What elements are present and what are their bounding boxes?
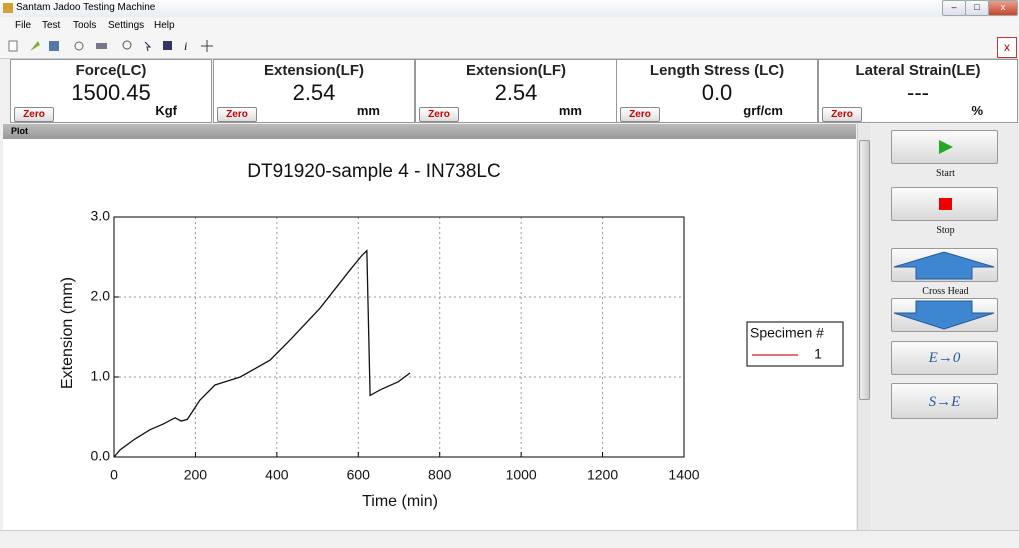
stop-button[interactable] [891, 187, 998, 221]
up-arrow [893, 251, 995, 280]
print-icon[interactable] [96, 43, 107, 49]
x-tick-label: 1400 [668, 467, 699, 483]
x-tick-label: 400 [265, 467, 289, 483]
new-icon[interactable] [8, 40, 18, 52]
start-label: Start [936, 168, 955, 179]
start-icon [939, 140, 953, 154]
zero-button[interactable]: Zero [14, 107, 54, 122]
plot-header: Plot [3, 124, 856, 139]
readout-label: Length Stress (LC) [649, 62, 785, 79]
toolbar-icons: i [8, 39, 213, 53]
window-title: Santam Jadoo Testing Machine [16, 2, 156, 13]
x-axis-label: Time (min) [362, 493, 438, 510]
title-bar: Santam Jadoo Testing Machine – □ x [0, 0, 1019, 17]
menu-bar: File Test Tools Settings Help [0, 17, 1019, 35]
stop-label: Stop [936, 225, 955, 236]
toolbar: i [0, 35, 1019, 59]
readout-label: Force(LC) [75, 62, 147, 79]
legend-title: Specimen # [750, 325, 824, 341]
y-tick-label: 2.0 [91, 288, 111, 304]
cross-head-up-button[interactable] [891, 248, 998, 282]
y-tick-label: 0.0 [91, 448, 111, 464]
readout-panel: Force(LC) 1500.45 Kgf Zero [10, 59, 212, 123]
chart: DT91920-sample 4 - IN738LC Time (min) Ex… [59, 161, 844, 510]
readout-panel: Extension(LF) 2.54 mm Zero [415, 59, 617, 123]
save-icon[interactable] [49, 41, 59, 51]
x-tick-label: 800 [428, 467, 452, 483]
menu-item[interactable]: Tools [73, 20, 97, 31]
info-icon[interactable]: i [184, 39, 187, 53]
legend-label: 1 [814, 346, 822, 362]
cross-head-label: Cross Head [922, 286, 969, 297]
menu-item[interactable]: File [15, 20, 32, 31]
move-icon[interactable] [201, 40, 213, 52]
close-button[interactable]: x [997, 37, 1017, 58]
y-tick-label: 3.0 [91, 208, 111, 224]
chart-title: DT91920-sample 4 - IN738LC [247, 161, 500, 182]
zoom-icon[interactable] [122, 40, 132, 50]
readout-unit: Kgf [155, 103, 177, 118]
cross-head-down-button[interactable] [891, 298, 998, 332]
down-arrow [893, 300, 995, 330]
grid-icon[interactable] [163, 41, 172, 50]
preview-icon[interactable] [74, 41, 84, 51]
plot-header-label: Plot [11, 126, 28, 136]
readout-unit: % [971, 103, 983, 118]
readout-value: --- [907, 80, 929, 105]
x-tick-label: 1200 [587, 467, 618, 483]
pointer-icon[interactable] [144, 41, 152, 52]
status-bar [0, 530, 1019, 548]
stop-icon [939, 198, 952, 210]
x-tick-label: 200 [184, 467, 208, 483]
data-line [113, 249, 411, 458]
readout-unit: grf/cm [743, 103, 783, 118]
y-tick-label: 1.0 [91, 368, 111, 384]
s-e-button[interactable]: S→E [891, 383, 998, 419]
zero-button[interactable]: Zero [217, 107, 257, 122]
scroll-thumb[interactable] [859, 140, 870, 400]
open-icon[interactable] [30, 41, 40, 51]
y-axis-label: Extension (mm) [59, 277, 76, 389]
readout-label: Lateral Strain(LE) [855, 62, 981, 79]
menu-item[interactable]: Help [154, 20, 175, 31]
readout-panel: Length Stress (LC) 0.0 grf/cm Zero [616, 59, 818, 123]
readout-unit: mm [356, 103, 380, 118]
legend-box [746, 321, 844, 367]
menu-item[interactable]: Settings [108, 20, 145, 31]
x-tick-label: 0 [110, 467, 118, 483]
close-window-button[interactable]: x [988, 0, 1018, 16]
e-zero-button[interactable]: E→0 [891, 341, 998, 375]
x-tick-label: 600 [347, 467, 371, 483]
readout-panel: Extension(LF) 2.54 mm Zero [213, 59, 415, 123]
start-button[interactable] [891, 130, 998, 164]
readout-value: 2.54 [292, 80, 336, 105]
readout-value: 0.0 [701, 80, 733, 105]
x-tick-label: 1000 [506, 467, 537, 483]
zero-button[interactable]: Zero [419, 107, 459, 122]
zero-button[interactable]: Zero [822, 107, 862, 122]
plot-area [3, 139, 856, 530]
readout-label: Extension(LF) [466, 62, 566, 79]
plot-frame [113, 216, 685, 458]
readout-value: 2.54 [494, 80, 538, 105]
readout-value: 1500.45 [71, 80, 151, 105]
readout-label: Extension(LF) [264, 62, 364, 79]
app-icon [3, 3, 13, 13]
readout-unit: mm [558, 103, 582, 118]
readout-panel: Lateral Strain(LE) ---% Zero [818, 59, 1018, 123]
menu-item[interactable]: Test [42, 20, 61, 31]
zero-button[interactable]: Zero [620, 107, 660, 122]
